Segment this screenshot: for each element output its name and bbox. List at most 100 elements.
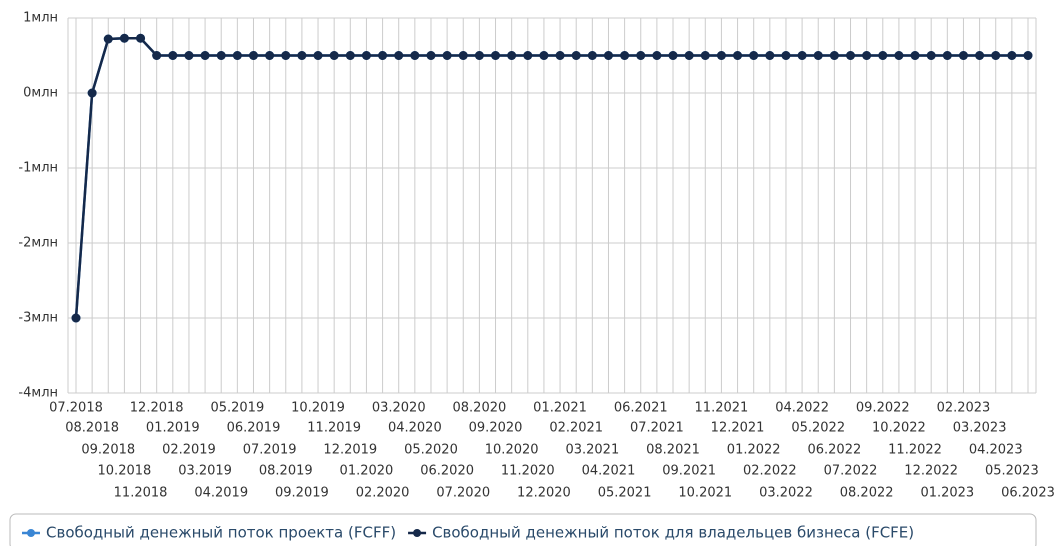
x-tick-label: 04.2019: [194, 486, 248, 501]
x-tick-label: 10.2020: [485, 443, 539, 458]
data-point: [71, 313, 81, 323]
data-point: [733, 51, 743, 60]
x-tick-label: 08.2021: [646, 443, 700, 458]
legend-label[interactable]: Свободный денежный поток проекта (FCFF): [46, 524, 396, 542]
data-point: [587, 51, 597, 60]
data-point: [765, 51, 775, 60]
x-tick-label: 08.2022: [840, 486, 894, 501]
data-point: [555, 51, 565, 60]
legend-box: [9, 513, 1037, 546]
data-point: [168, 51, 178, 60]
x-tick-label: 01.2019: [146, 421, 200, 436]
data-point: [87, 88, 97, 98]
data-point: [668, 51, 678, 60]
data-point: [910, 51, 920, 60]
y-tick-label: -2млн: [18, 236, 58, 251]
data-point: [281, 51, 291, 60]
x-tick-label: 08.2018: [65, 421, 119, 436]
x-tick-label: 09.2021: [662, 464, 716, 479]
x-tick-label: 11.2022: [888, 443, 942, 458]
x-tick-label: 06.2021: [614, 401, 668, 416]
data-point: [1023, 51, 1033, 60]
x-tick-label: 08.2020: [453, 401, 507, 416]
x-tick-label: 01.2021: [533, 401, 587, 416]
data-point: [297, 51, 307, 60]
x-tick-label: 04.2021: [582, 464, 636, 479]
data-point: [862, 51, 872, 60]
data-point: [103, 34, 113, 44]
x-tick-label: 07.2018: [49, 401, 103, 416]
x-tick-label: 12.2021: [711, 421, 765, 436]
data-point: [410, 51, 420, 60]
data-point: [313, 51, 323, 60]
x-tick-label: 10.2022: [872, 421, 926, 436]
data-point: [136, 33, 146, 43]
data-point: [958, 51, 968, 60]
x-tick-label: 02.2019: [162, 443, 216, 458]
x-tick-label: 02.2021: [549, 421, 603, 436]
data-point: [620, 51, 630, 60]
x-tick-label: 12.2022: [904, 464, 958, 479]
data-point: [426, 51, 436, 60]
x-tick-label: 03.2022: [759, 486, 813, 501]
data-point: [652, 51, 662, 60]
data-point: [491, 51, 501, 60]
x-tick-label: 07.2022: [824, 464, 878, 479]
x-tick-label: 11.2019: [307, 421, 361, 436]
data-point: [329, 51, 339, 60]
data-point: [894, 51, 904, 60]
data-point: [394, 51, 404, 60]
data-point: [119, 33, 129, 43]
data-point: [184, 51, 194, 60]
data-point: [442, 51, 452, 60]
x-tick-label: 05.2019: [210, 401, 264, 416]
x-tick-label: 09.2019: [275, 486, 329, 501]
data-point: [507, 51, 517, 60]
x-tick-label: 11.2021: [695, 401, 749, 416]
x-tick-label: 05.2020: [404, 443, 458, 458]
data-point: [991, 51, 1001, 60]
data-point: [523, 51, 533, 60]
data-point: [684, 51, 694, 60]
data-point: [265, 51, 275, 60]
y-tick-label: 0млн: [23, 86, 58, 101]
legend-marker: [413, 529, 422, 537]
x-tick-label: 12.2019: [323, 443, 377, 458]
data-point: [716, 51, 726, 60]
x-tick-label: 05.2021: [598, 486, 652, 501]
x-tick-label: 03.2023: [953, 421, 1007, 436]
data-point: [942, 51, 952, 60]
data-point: [781, 51, 791, 60]
x-tick-label: 12.2018: [130, 401, 184, 416]
x-tick-label: 06.2019: [227, 421, 281, 436]
x-tick-label: 06.2022: [807, 443, 861, 458]
data-point: [378, 51, 388, 60]
data-point: [232, 51, 242, 60]
legend-label[interactable]: Свободный денежный поток для владельцев …: [432, 524, 914, 542]
data-point: [926, 51, 936, 60]
x-tick-label: 12.2020: [517, 486, 571, 501]
x-tick-label: 02.2020: [356, 486, 410, 501]
x-tick-label: 02.2022: [743, 464, 797, 479]
x-tick-label: 10.2018: [98, 464, 152, 479]
y-tick-label: -4млн: [18, 386, 58, 401]
data-point: [636, 51, 646, 60]
data-point: [474, 51, 484, 60]
x-tick-label: 03.2021: [565, 443, 619, 458]
x-tick-label: 09.2020: [469, 421, 523, 436]
x-tick-label: 06.2020: [420, 464, 474, 479]
x-tick-label: 05.2023: [985, 464, 1039, 479]
x-tick-label: 07.2019: [243, 443, 297, 458]
data-point: [345, 51, 355, 60]
data-point: [813, 51, 823, 60]
data-point: [361, 51, 371, 60]
series-line: [74, 37, 1028, 319]
x-tick-label: 01.2020: [340, 464, 394, 479]
x-tick-label: 10.2019: [291, 401, 345, 416]
data-point: [829, 51, 839, 60]
data-point: [539, 51, 549, 60]
data-point: [458, 51, 468, 60]
x-tick-label: 04.2022: [775, 401, 829, 416]
